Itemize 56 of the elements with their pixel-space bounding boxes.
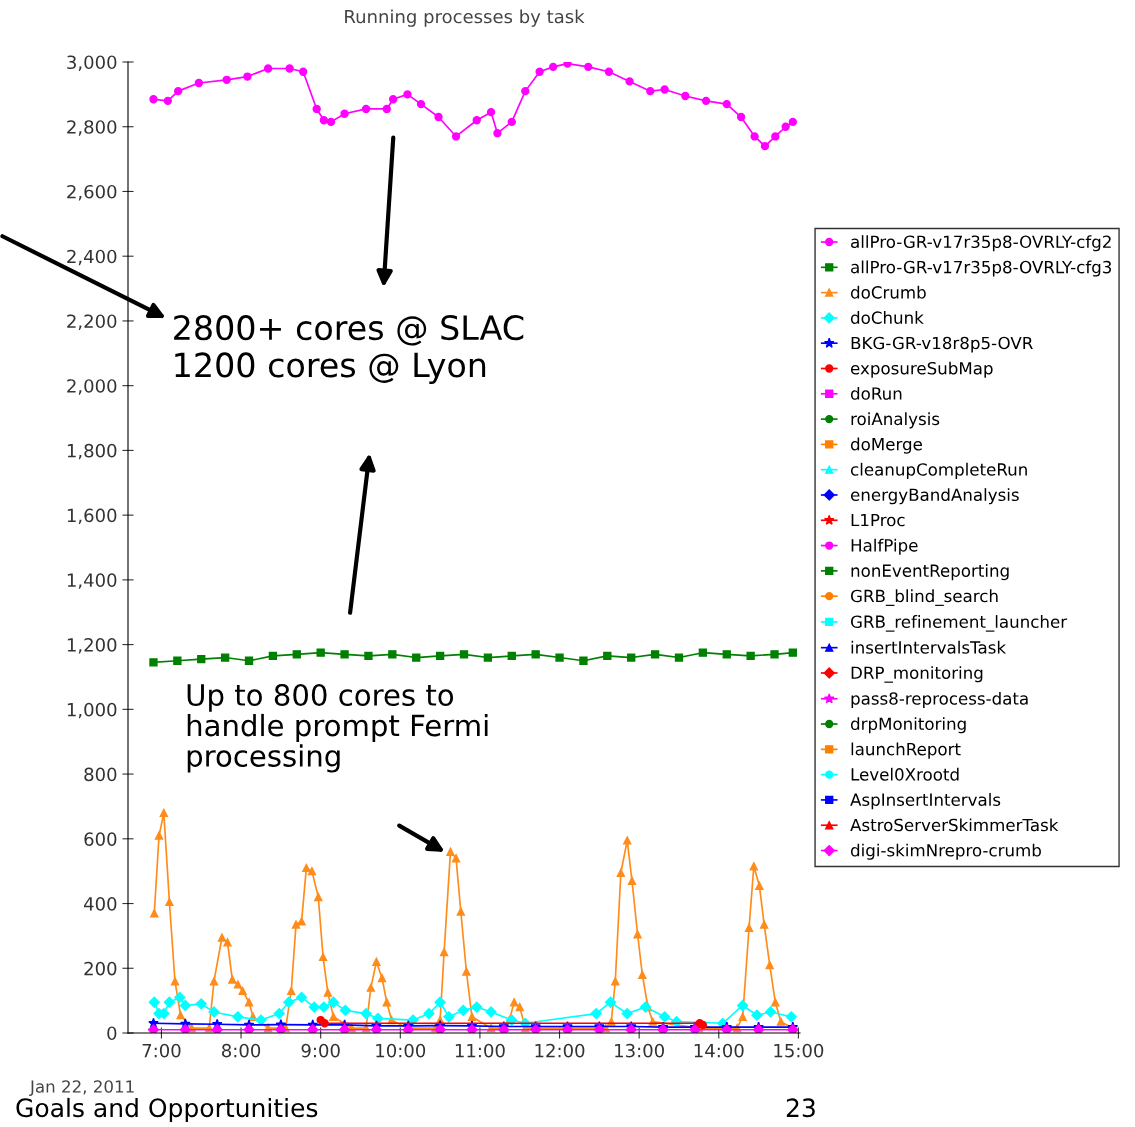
y-tick-label: 1,000 bbox=[67, 702, 117, 719]
chart-title: Running processes by task bbox=[345, 9, 585, 27]
x-tick-label: 8:00 bbox=[222, 1043, 261, 1058]
y-tick-label: 0 bbox=[107, 1026, 117, 1041]
y-tick-label: 1,400 bbox=[67, 573, 117, 589]
x-tick-label: 12:00 bbox=[535, 1043, 585, 1058]
x-tick-label: 10:00 bbox=[376, 1043, 426, 1058]
legend-label: L1Proc bbox=[851, 513, 905, 527]
y-tick-label: 2,200 bbox=[67, 314, 117, 330]
y-tick-label: 400 bbox=[84, 896, 117, 911]
legend-label: doChunk bbox=[850, 311, 924, 324]
legend-label: GRB_refinement_launcher bbox=[850, 615, 1068, 632]
y-tick-label: 2,600 bbox=[67, 184, 117, 201]
legend-label: energyBandAnalysis bbox=[850, 488, 1019, 505]
y-tick-label: 600 bbox=[84, 832, 117, 846]
y-tick-label: 2,000 bbox=[67, 379, 117, 395]
legend-label: doCrumb bbox=[850, 285, 926, 299]
x-tick-label: 14:00 bbox=[694, 1043, 744, 1058]
y-tick-label: 2,800 bbox=[67, 120, 117, 136]
y-tick-label: 2,400 bbox=[67, 249, 117, 266]
text: Jan 22, 2011 bbox=[29, 1080, 134, 1096]
legend-label: AspInsertIntervals bbox=[850, 793, 1001, 810]
legend-label: pass8-reprocess-data bbox=[851, 691, 1028, 709]
y-tick-label: 1,800 bbox=[67, 443, 117, 460]
legend-label: DRP_monitoring bbox=[851, 666, 983, 683]
text: 23 bbox=[786, 1098, 815, 1118]
legend-label: cleanupCompleteRun bbox=[850, 462, 1027, 479]
legend-label: insertIntervalsTask bbox=[851, 640, 1007, 654]
legend-label: doRun bbox=[850, 386, 902, 400]
legend-label: allPro-GR-v17r35p8-OVRLY-cfg2 bbox=[851, 235, 1111, 252]
x-tick-label: 7:00 bbox=[142, 1043, 181, 1058]
x-tick-label: 9:00 bbox=[301, 1043, 340, 1058]
y-tick-label: 1,600 bbox=[67, 508, 117, 525]
x-tick-label: 11:00 bbox=[455, 1043, 505, 1058]
annotation: Up to 800 cores to handle prompt Fermi processing bbox=[187, 683, 488, 773]
annotation: 2800+ cores @ SLAC 1200 cores @ Lyon bbox=[174, 315, 524, 385]
legend-label: BKG-GR-v18r8p5-OVR bbox=[851, 336, 1033, 353]
legend-label: doMerge bbox=[850, 437, 922, 454]
legend-label: launchReport bbox=[851, 742, 961, 759]
legend-label: Level0Xrootd bbox=[851, 767, 959, 781]
legend-label: GRB_blind_search bbox=[850, 589, 998, 606]
legend-label: allPro-GR-v17r35p8-OVRLY-cfg3 bbox=[851, 260, 1112, 277]
legend-label: roiAnalysis bbox=[851, 412, 940, 429]
legend-label: exposureSubMap bbox=[850, 361, 993, 378]
text: Goals and Opportunities bbox=[16, 1097, 318, 1123]
y-tick-label: 3,000 bbox=[67, 55, 117, 71]
legend-label: drpMonitoring bbox=[850, 717, 966, 734]
legend-label: nonEventReporting bbox=[851, 564, 1009, 581]
x-tick-label: 13:00 bbox=[615, 1043, 664, 1058]
y-tick-label: 1,200 bbox=[67, 638, 117, 654]
y-tick-label: 800 bbox=[84, 767, 117, 782]
x-tick-label: 15:00 bbox=[774, 1043, 824, 1058]
legend-label: HalfPipe bbox=[851, 538, 918, 555]
legend-label: AstroServerSkimmerTask bbox=[850, 818, 1059, 832]
legend-label: digi-skimNrepro-crumb bbox=[850, 843, 1041, 860]
y-tick-label: 200 bbox=[84, 961, 117, 976]
